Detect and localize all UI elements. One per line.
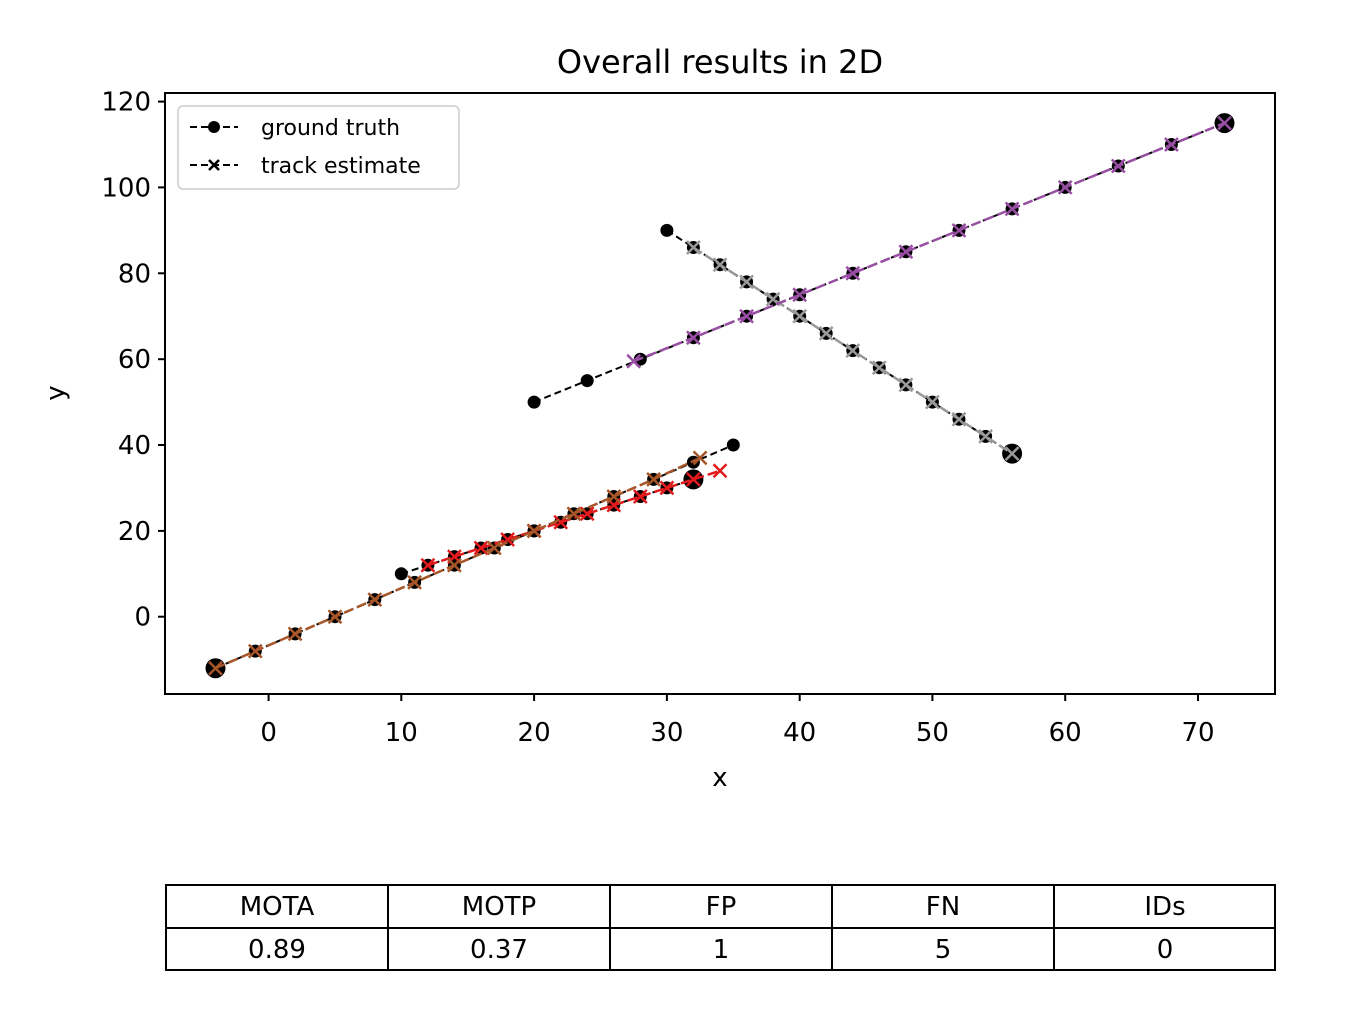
track-estimate-point [845, 265, 861, 281]
track-estimate-point [526, 523, 542, 539]
track-estimate-point [712, 257, 728, 273]
table-value-motp: 0.37 [470, 935, 528, 965]
track-estimate-point [792, 308, 808, 324]
track-estimate-point [686, 472, 701, 487]
track-estimate-point [247, 643, 263, 659]
track-estimate-point [739, 274, 754, 290]
legend-track-estimate-label: track estimate [261, 154, 421, 179]
track-estimate-point [659, 480, 675, 496]
track-estimate-point [792, 287, 808, 303]
x-axis-label: x [712, 763, 727, 793]
track-estimate-point [978, 429, 993, 444]
ground-truth-point [660, 223, 674, 237]
track-estimate-point [1004, 446, 1020, 461]
track-estimate-point [473, 540, 489, 556]
ground-truth-point [394, 567, 408, 581]
track-estimate-point [1004, 201, 1020, 217]
y-axis-label: y [41, 385, 71, 400]
track-estimate-point [951, 411, 967, 427]
ground-truth-point [527, 395, 541, 409]
track-estimate-line-3 [427, 469, 721, 567]
x-tick-label: 40 [783, 718, 816, 748]
track-estimate-point [208, 660, 223, 676]
track-estimate-point [626, 353, 642, 369]
track-estimate-point [712, 463, 728, 479]
y-tick-label: 80 [118, 259, 151, 289]
track-estimate-point [686, 240, 701, 255]
track-estimate-point [686, 330, 701, 346]
table-value-fn: 5 [935, 935, 952, 965]
x-tick-label: 20 [518, 718, 551, 748]
track-estimate-point [447, 557, 462, 573]
ground-truth-point [580, 374, 594, 388]
chart-title: Overall results in 2D [557, 43, 883, 81]
y-tick-label: 100 [101, 173, 151, 203]
y-tick-label: 0 [134, 603, 151, 633]
track-estimate-point [367, 592, 383, 607]
ground-truth-point [726, 438, 740, 452]
x-tick-label: 60 [1049, 718, 1082, 748]
legend-box [177, 105, 460, 190]
x-tick-label: 10 [385, 718, 418, 748]
legend-track-marker [208, 159, 220, 171]
track-estimate-point [407, 575, 422, 590]
track-estimate-point [898, 244, 914, 260]
track-estimate-point [632, 489, 648, 504]
y-tick-label: 20 [118, 517, 151, 547]
table-value-fp: 1 [713, 935, 730, 965]
x-tick-label: 70 [1181, 718, 1214, 748]
track-estimate-point [1164, 137, 1179, 152]
x-axis: 0 10 20 30 40 50 60 70 [260, 694, 1215, 748]
table-value-mota: 0.89 [248, 935, 306, 965]
x-tick-label: 30 [650, 718, 683, 748]
table-header-ids: IDs [1144, 892, 1185, 922]
track-estimate-point [1217, 115, 1232, 131]
track-estimate-point [1110, 158, 1126, 174]
track-estimate-point [951, 223, 967, 238]
track-estimate-point [646, 472, 661, 487]
legend: ground truth track estimate [177, 105, 460, 190]
track-estimate-point [486, 540, 502, 556]
table-header-fn: FN [926, 892, 960, 922]
y-tick-label: 120 [101, 88, 151, 118]
track-estimate-point [871, 360, 887, 376]
x-tick-label: 50 [916, 718, 949, 748]
plot-marks [205, 113, 1235, 679]
table-header-mota: MOTA [240, 892, 315, 922]
track-estimate-point [566, 506, 582, 522]
track-estimate-point [1057, 180, 1073, 195]
y-tick-label: 40 [118, 431, 151, 461]
table-header-fp: FP [706, 892, 737, 922]
y-axis: 0 20 40 60 80 100 120 [101, 88, 165, 633]
table-value-ids: 0 [1157, 935, 1174, 965]
metrics-table: MOTA MOTP FP FN IDs 0.89 0.37 1 5 0 [165, 884, 1276, 971]
track-estimate-point [925, 394, 940, 410]
track-estimate-line-2 [633, 121, 1225, 363]
track-estimate-point [845, 343, 861, 358]
track-estimate-point [818, 326, 834, 341]
track-estimate-point [739, 308, 754, 324]
legend-ground-truth-label: ground truth [261, 116, 400, 141]
y-tick-label: 60 [118, 345, 151, 375]
track-estimate-point [606, 489, 622, 504]
track-estimate-point [287, 626, 303, 642]
plot-frame [164, 92, 1276, 695]
x-tick-label: 0 [260, 718, 277, 748]
track-estimate-point [898, 377, 914, 393]
legend-gt-marker [208, 121, 220, 133]
track-estimate-point [327, 609, 343, 625]
table-header-motp: MOTP [462, 892, 536, 922]
track-estimate-point [692, 450, 708, 466]
track-estimate-point [420, 557, 436, 573]
